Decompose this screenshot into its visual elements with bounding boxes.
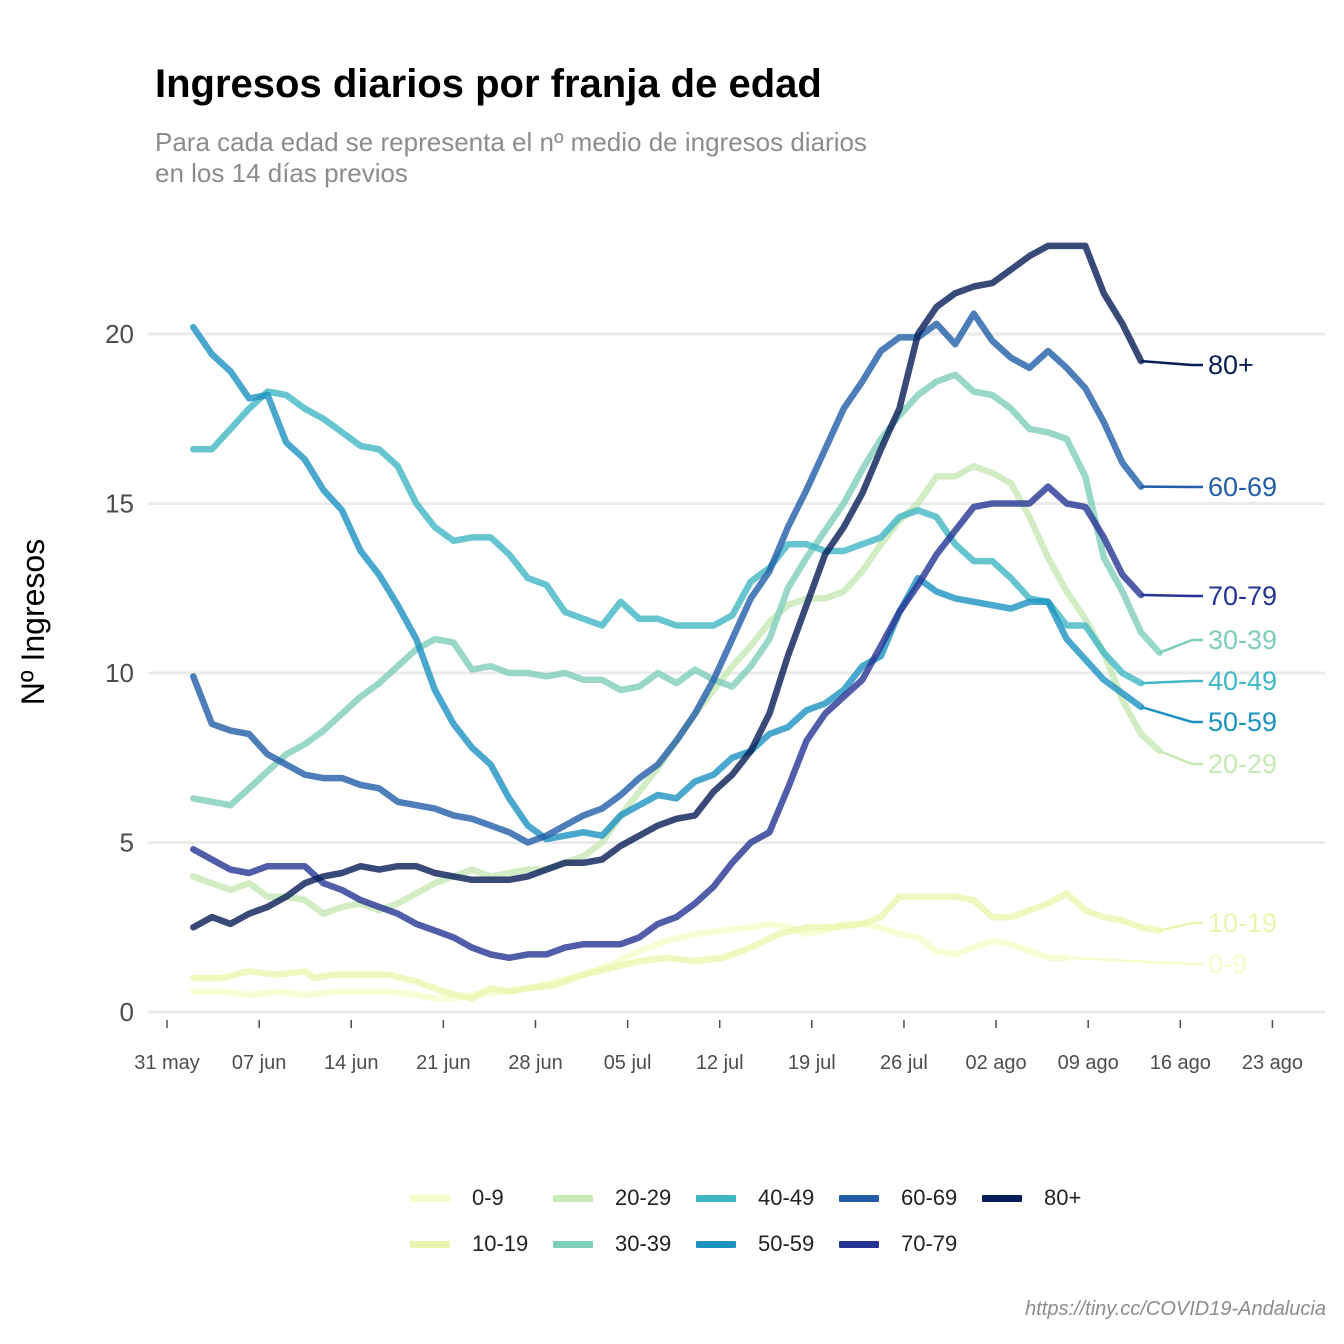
label-connector — [1159, 749, 1193, 766]
x-tick-label: 12 jul — [696, 1052, 744, 1074]
y-tick-label: 10 — [105, 658, 134, 688]
x-tick-label: 09 ago — [1058, 1052, 1119, 1074]
legend-label: 60-69 — [901, 1185, 958, 1210]
series-end-label: 50-59 — [1208, 707, 1277, 737]
legend-swatch — [410, 1240, 450, 1248]
legend-label: 30-39 — [615, 1231, 672, 1256]
legend-label: 70-79 — [901, 1231, 958, 1256]
subtitle-line: en los 14 días previos — [155, 158, 408, 188]
x-tick-label: 07 jun — [232, 1052, 287, 1074]
series-end-label: 60-69 — [1208, 472, 1277, 502]
label-connector — [1066, 956, 1193, 966]
series-end-label: 20-29 — [1208, 749, 1277, 779]
legend-label: 10-19 — [472, 1231, 529, 1256]
label-connector — [1140, 679, 1193, 685]
legend-swatch — [982, 1194, 1022, 1202]
x-tick-label: 19 jul — [788, 1052, 836, 1074]
series-line-40-49 — [190, 388, 1145, 687]
legend: 0-9 10-19 20-29 30-39 40-49 50-59 60-69 70-79 80… — [410, 1180, 1110, 1270]
chart-title: Ingresos diarios por franja de edad — [155, 62, 822, 106]
y-tick-label: 5 — [120, 828, 134, 858]
label-connector — [1140, 705, 1193, 724]
label-connector — [1140, 593, 1193, 598]
legend-swatch — [553, 1240, 593, 1248]
subtitle-line: Para cada edad se representa el nº medio… — [155, 127, 867, 157]
series-end-label: 0-9 — [1208, 949, 1247, 979]
legend-label: 20-29 — [615, 1185, 672, 1210]
source-caption: https://tiny.cc/COVID19-Andalucia — [1025, 1298, 1326, 1320]
series-end-label: 70-79 — [1208, 581, 1277, 611]
x-tick-label: 28 jun — [508, 1052, 563, 1074]
legend-swatch — [696, 1240, 736, 1248]
series-end-label: 10-19 — [1208, 908, 1277, 938]
x-tick-label: 16 ago — [1150, 1052, 1211, 1074]
legend-swatch — [553, 1194, 593, 1202]
label-connector — [1159, 638, 1193, 654]
x-tick-label: 26 jul — [880, 1052, 928, 1074]
x-tick-label: 14 jun — [324, 1052, 379, 1074]
series-line-70-79 — [190, 483, 1145, 962]
x-tick-label: 31 may — [134, 1052, 200, 1074]
series-end-label: 80+ — [1208, 350, 1254, 380]
legend-item: 10-19 — [410, 1226, 528, 1262]
legend-swatch — [410, 1194, 450, 1202]
grid-lines — [148, 332, 1325, 1014]
legend-label: 40-49 — [758, 1185, 815, 1210]
legend-item: 60-69 — [839, 1180, 957, 1216]
label-connector — [1140, 359, 1193, 367]
x-tick-label: 23 ago — [1242, 1052, 1303, 1074]
series-line-0-9 — [190, 920, 1070, 1002]
series-line-10-19 — [190, 890, 1163, 1002]
label-connector — [1159, 921, 1193, 932]
legend-item: 30-39 — [553, 1226, 671, 1262]
series-line-50-59 — [190, 323, 1145, 843]
legend-swatch — [696, 1194, 736, 1202]
legend-label: 0-9 — [472, 1185, 504, 1210]
legend-swatch — [839, 1194, 879, 1202]
legend-item: 0-9 — [410, 1180, 504, 1216]
x-tick-label: 05 jul — [604, 1052, 652, 1074]
y-tick-label: 0 — [120, 997, 134, 1027]
x-tick-label: 02 ago — [965, 1052, 1026, 1074]
y-tick-label: 15 — [105, 489, 134, 519]
series-line-20-29 — [190, 462, 1163, 917]
legend-item: 70-79 — [839, 1226, 957, 1262]
x-axis: 31 may 07 jun 14 jun 21 jun 28 jun 05 jul 12 j… — [134, 1020, 1303, 1074]
series-end-label: 30-39 — [1208, 625, 1277, 655]
chart-subtitle: Para cada edad se representa el nº medio… — [155, 127, 867, 189]
series-line-80+ — [190, 242, 1145, 931]
y-tick-label: 20 — [105, 319, 134, 349]
legend-swatch — [839, 1240, 879, 1248]
legend-item: 40-49 — [696, 1180, 814, 1216]
legend-label: 50-59 — [758, 1231, 815, 1256]
x-tick-label: 21 jun — [416, 1052, 471, 1074]
series-end-labels: 0-9 10-19 20-29 30-39 40-49 50-59 60-69 70-79 80… — [1066, 350, 1277, 979]
legend-item: 50-59 — [696, 1226, 814, 1262]
y-axis-label: Nº Ingresos — [15, 539, 51, 705]
legend-item: 20-29 — [553, 1180, 671, 1216]
series-lines — [190, 242, 1163, 1002]
y-axis: 0 5 10 15 20 — [105, 319, 134, 1027]
series-line-60-69 — [190, 310, 1145, 846]
legend-item: 80+ — [982, 1180, 1081, 1216]
series-end-label: 40-49 — [1208, 666, 1277, 696]
legend-label: 80+ — [1044, 1185, 1082, 1210]
series-line-30-39 — [190, 371, 1163, 809]
